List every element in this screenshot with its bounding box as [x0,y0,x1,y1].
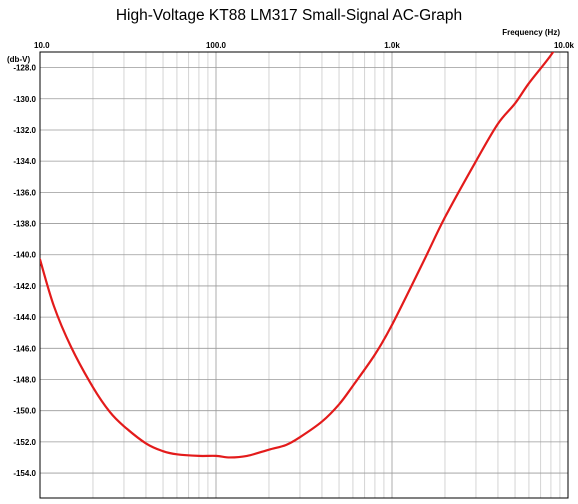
y-tick-label: -142.0 [13,282,36,291]
y-tick-label: -144.0 [13,313,36,322]
y-tick-label: -130.0 [13,95,36,104]
y-tick-label: -136.0 [13,188,36,197]
y-tick-label: -134.0 [13,157,36,166]
series-layer [40,52,555,459]
chart-title: High-Voltage KT88 LM317 Small-Signal AC-… [116,7,462,24]
y-tick-label: -138.0 [13,220,36,229]
y-axis-label: (db-V) [7,55,30,64]
x-axis-label: Frequency (Hz) [502,28,560,37]
grid [40,52,568,498]
x-tick-label: 10.0 [34,41,50,50]
y-tick-label: -128.0 [13,64,36,73]
plot-area [39,51,569,499]
y-tick-label: -154.0 [13,469,36,478]
y-tick-label: -150.0 [13,407,36,416]
series-line [40,52,555,459]
tick-labels: -128.0 -130.0 -132.0 -134.0 -136.0 -138.0 -140… [13,41,574,478]
y-tick-label: -152.0 [13,438,36,447]
x-tick-label: 100.0 [206,41,227,50]
y-tick-label: -132.0 [13,126,36,135]
y-tick-label: -146.0 [13,344,36,353]
x-tick-label: 1.0k [384,41,400,50]
x-tick-label: 10.0k [554,41,575,50]
y-tick-label: -148.0 [13,375,36,384]
y-tick-label: -140.0 [13,251,36,260]
